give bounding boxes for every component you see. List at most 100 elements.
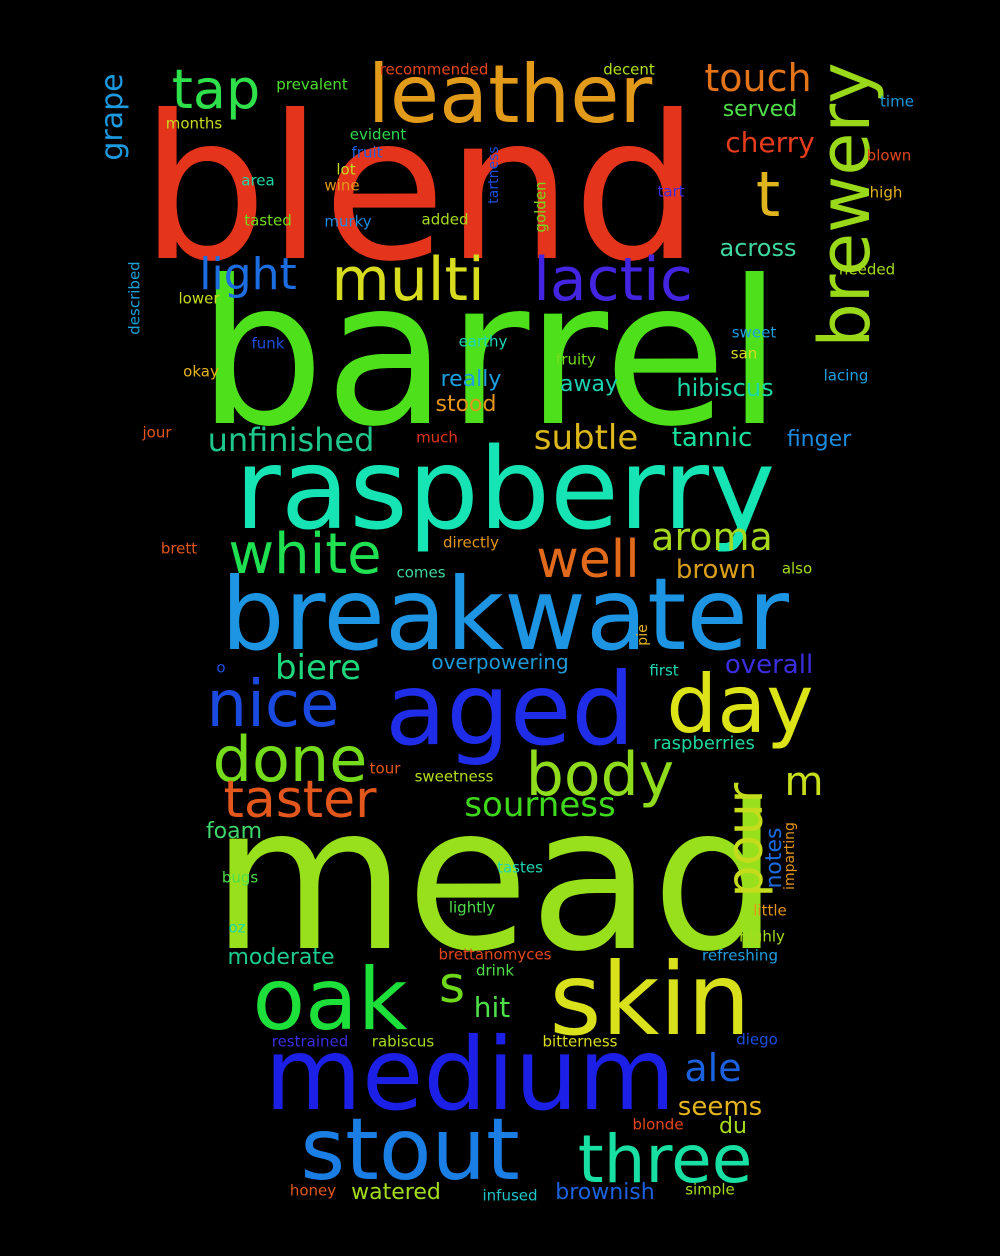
- word-stout: stout: [300, 1100, 520, 1200]
- word-breakwater: breakwater: [220, 556, 790, 673]
- word-aroma: aroma: [651, 515, 773, 559]
- word-also: also: [781, 559, 813, 578]
- word-stood: stood: [435, 392, 497, 417]
- word-cherry: cherry: [725, 126, 815, 159]
- word-little: little: [753, 901, 787, 920]
- word-s: s: [438, 956, 466, 1014]
- word-tastes: tastes: [497, 858, 543, 877]
- word-honey: honey: [289, 1181, 337, 1200]
- word-area: area: [241, 171, 275, 190]
- word-blend: blend: [140, 73, 700, 306]
- word-mead: mead: [211, 763, 779, 996]
- word-nice: nice: [206, 668, 340, 742]
- word-served: served: [722, 97, 798, 122]
- word-grape: grape: [95, 73, 130, 161]
- word-drink: drink: [475, 961, 515, 980]
- word-raspberry: raspberry: [234, 425, 776, 555]
- word-tartness: tartness: [486, 146, 502, 204]
- word-bugs: bugs: [221, 868, 259, 887]
- word-t: t: [755, 158, 781, 231]
- word-imparting: imparting: [782, 822, 798, 890]
- word-first: first: [649, 661, 679, 680]
- word-tour: tour: [369, 759, 401, 778]
- word-barrel: barrel: [197, 238, 783, 471]
- word-medium: medium: [264, 1016, 676, 1133]
- word-du: du: [719, 1114, 747, 1139]
- word-oak: oak: [252, 950, 408, 1050]
- word-across: across: [719, 234, 797, 262]
- word-well: well: [536, 530, 640, 590]
- word-body: body: [525, 740, 675, 810]
- word-tap: tap: [171, 58, 261, 121]
- word-hit: hit: [473, 991, 511, 1024]
- word-simple: simple: [685, 1180, 735, 1199]
- word-taster: taster: [223, 770, 377, 830]
- word-touch: touch: [704, 56, 812, 100]
- word-blown: blown: [866, 146, 912, 165]
- word-oz: oz: [228, 918, 246, 937]
- word-seems: seems: [677, 1092, 763, 1122]
- word-light: light: [199, 249, 297, 300]
- word-tart: tart: [657, 182, 685, 201]
- word-foam: foam: [205, 819, 263, 844]
- word-fruit: fruit: [351, 143, 383, 162]
- word-day: day: [666, 658, 814, 751]
- word-brett: brett: [160, 539, 198, 558]
- word-fruity: fruity: [556, 350, 596, 369]
- word-skin: skin: [549, 941, 751, 1058]
- word-tannic: tannic: [671, 423, 753, 453]
- word-sweetness: sweetness: [414, 767, 494, 786]
- word-away: away: [560, 372, 618, 397]
- word-san: san: [730, 344, 758, 363]
- word-hibiscus: hibiscus: [676, 374, 774, 402]
- word-decent: decent: [603, 60, 655, 79]
- word-sweet: sweet: [731, 323, 777, 342]
- word-golden: golden: [531, 181, 550, 233]
- word-bitterness: bitterness: [542, 1032, 618, 1051]
- word-really: really: [440, 367, 502, 392]
- word-lot: lot: [336, 160, 356, 179]
- word-tasted: tasted: [244, 211, 292, 230]
- word-earthy: earthy: [458, 332, 508, 351]
- word-diego: diego: [736, 1030, 778, 1049]
- word-prevalent: prevalent: [276, 75, 348, 94]
- word-needed: needed: [838, 260, 896, 279]
- word-rabiscus: rabiscus: [371, 1032, 435, 1051]
- word-evident: evident: [349, 125, 407, 144]
- word-moderate: moderate: [227, 945, 335, 970]
- word-lower: lower: [178, 289, 220, 308]
- word-lightly: lightly: [448, 898, 496, 917]
- word-o: o: [216, 658, 226, 677]
- word-recommended: recommended: [379, 60, 489, 79]
- word-overall: overall: [724, 650, 814, 680]
- word-time: time: [880, 92, 914, 111]
- word-overpowering: overpowering: [431, 650, 569, 674]
- word-white: white: [228, 522, 382, 587]
- word-watered: watered: [351, 1180, 441, 1205]
- word-blonde: blonde: [632, 1115, 684, 1134]
- word-ale: ale: [684, 1046, 742, 1090]
- word-finger: finger: [786, 427, 852, 452]
- word-described: described: [125, 261, 144, 335]
- word-infused: infused: [482, 1186, 538, 1205]
- word-brownish: brownish: [555, 1180, 655, 1205]
- word-multi: multi: [331, 245, 485, 315]
- word-biere: biere: [274, 648, 362, 688]
- word-restrained: restrained: [271, 1032, 349, 1051]
- word-leather: leather: [367, 48, 653, 141]
- word-raspberries: raspberries: [653, 733, 755, 754]
- word-much: much: [416, 428, 458, 447]
- word-lacing: lacing: [823, 366, 869, 385]
- word-brown: brown: [675, 555, 757, 585]
- word-done: done: [212, 723, 368, 796]
- word-brettanomyces: brettanomyces: [438, 945, 552, 964]
- word-jour: jour: [142, 423, 172, 442]
- word-three: three: [577, 1121, 753, 1198]
- word-months: months: [165, 114, 223, 133]
- word-wine: wine: [324, 176, 360, 195]
- word-highly: highly: [739, 927, 785, 946]
- word-brewery: brewery: [804, 62, 886, 348]
- word-okay: okay: [183, 362, 219, 381]
- word-murky: murky: [324, 212, 372, 231]
